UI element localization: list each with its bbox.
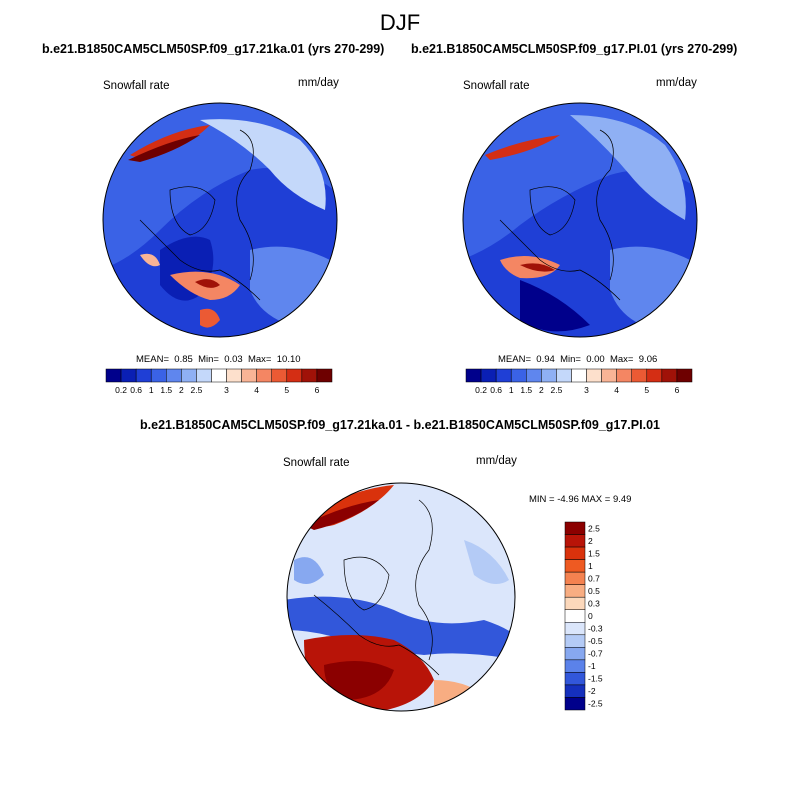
panel-2-colorbar-box bbox=[541, 368, 557, 383]
panel-3-map bbox=[286, 482, 516, 712]
panel-1-colorbar-tick-label: 4 bbox=[254, 385, 259, 395]
panel-2-colorbar-tick-label: 0.6 bbox=[490, 385, 502, 395]
panel-3-colorbar-box bbox=[564, 634, 586, 648]
panel-2-colorbar-tick-label: 2 bbox=[539, 385, 544, 395]
panel-3-colorbar-box bbox=[564, 659, 586, 673]
panel-3-colorbar-box bbox=[564, 584, 586, 598]
panel-1-colorbar-tick-label: 3 bbox=[224, 385, 229, 395]
panel-1-colorbar-tick-label: 1 bbox=[149, 385, 154, 395]
panel-1-colorbar-tick-label: 6 bbox=[315, 385, 320, 395]
panel-1-title: b.e21.B1850CAM5CLM50SP.f09_g17.21ka.01 (… bbox=[42, 42, 385, 56]
panel-3-colorbar-tick-label: -1 bbox=[588, 661, 596, 671]
panel-2-colorbar-tick-label: 2.5 bbox=[550, 385, 562, 395]
season-title: DJF bbox=[379, 10, 421, 35]
panel-1-map bbox=[102, 102, 338, 338]
panel-2-stats: MEAN= 0.94 Min= 0.00 Max= 9.06 bbox=[498, 354, 658, 365]
panel-3-colorbar-tick-label: 0 bbox=[588, 611, 593, 621]
panel-1-colorbar-box bbox=[226, 368, 242, 383]
difference-title: b.e21.B1850CAM5CLM50SP.f09_g17.21ka.01 -… bbox=[140, 418, 660, 432]
panel-1-colorbar-box bbox=[316, 368, 333, 383]
panel-1-colorbar-box bbox=[241, 368, 257, 383]
panel-3-colorbar-box bbox=[564, 559, 586, 573]
panel-3-colorbar-box bbox=[564, 521, 586, 535]
panel-2-colorbar-tick-label: 1 bbox=[509, 385, 514, 395]
panel-3-colorbar-box bbox=[564, 609, 586, 623]
panel-1-colorbar-box bbox=[271, 368, 288, 383]
panel-2-map bbox=[462, 102, 698, 338]
panel-1-colorbar-box bbox=[211, 368, 227, 383]
panel-1-colorbar-tick-label: 1.5 bbox=[160, 385, 172, 395]
panel-3-colorbar-tick-label: -2 bbox=[588, 686, 596, 696]
panel-2-colorbar-box bbox=[661, 368, 678, 383]
panel-2-colorbar-box bbox=[586, 368, 602, 383]
panel-3-colorbar-tick-label: -0.3 bbox=[588, 624, 603, 634]
panel-3-colorbar-tick-label: 2 bbox=[588, 536, 593, 546]
panel-2-colorbar-tick-label: 4 bbox=[614, 385, 619, 395]
panel-3-colorbar-box bbox=[564, 684, 586, 698]
panel-3-colorbar-tick-label: -1.5 bbox=[588, 674, 603, 684]
panel-2-colorbar-box bbox=[465, 368, 482, 383]
panel-1-colorbar-tick-label: 0.6 bbox=[130, 385, 142, 395]
panel-2-colorbar-tick-label: 0.2 bbox=[475, 385, 487, 395]
panel-1-colorbar-box bbox=[286, 368, 303, 383]
panel-1-colorbar-tick-label: 2 bbox=[179, 385, 184, 395]
panel-2-colorbar-box bbox=[495, 368, 512, 383]
panel-2-colorbar-box bbox=[601, 368, 617, 383]
panel-1-colorbar-box bbox=[150, 368, 167, 383]
panel-3-colorbar-box bbox=[564, 571, 586, 585]
panel-1-colorbar-box bbox=[120, 368, 137, 383]
panel-3-colorbar-tick-label: 0.5 bbox=[588, 586, 600, 596]
panel-3-units: mm/day bbox=[476, 455, 517, 467]
panel-1-colorbar-box bbox=[166, 368, 182, 383]
panel-3-colorbar-box bbox=[564, 672, 586, 686]
panel-2-colorbar-tick-label: 5 bbox=[644, 385, 649, 395]
panel-3-colorbar-tick-label: 1.5 bbox=[588, 548, 600, 558]
panel-3-colorbar-box bbox=[564, 546, 586, 560]
panel-1-stats: MEAN= 0.85 Min= 0.03 Max= 10.10 bbox=[136, 354, 301, 365]
panel-2-title: b.e21.B1850CAM5CLM50SP.f09_g17.PI.01 (yr… bbox=[411, 42, 738, 56]
panel-1-variable: Snowfall rate bbox=[103, 80, 170, 92]
panel-1-units: mm/day bbox=[298, 77, 339, 89]
panel-1-colorbar-tick-label: 0.2 bbox=[115, 385, 127, 395]
panel-3-colorbar-box bbox=[564, 534, 586, 548]
panel-3-colorbar-box bbox=[564, 697, 586, 711]
panel-1-colorbar-box bbox=[256, 368, 272, 383]
panel-3-colorbar-box bbox=[564, 596, 586, 610]
panel-2-colorbar: 0.2 0.6 1 1.5 2 2.5 3 4 5 6 bbox=[465, 368, 693, 395]
panel-1-colorbar-box bbox=[196, 368, 212, 383]
panel-2-colorbar-tick-label: 6 bbox=[675, 385, 680, 395]
panel-3-colorbar-tick-label: -0.5 bbox=[588, 636, 603, 646]
panel-1-colorbar-tick-label: 5 bbox=[284, 385, 289, 395]
panel-3-colorbar-tick-label: 0.3 bbox=[588, 598, 600, 608]
panel-2-colorbar-box bbox=[676, 368, 693, 383]
panel-3-colorbar-tick-label: -2.5 bbox=[588, 699, 603, 709]
panel-2-colorbar-box bbox=[631, 368, 648, 383]
panel-3-colorbar-tick-label: 0.7 bbox=[588, 573, 600, 583]
panel-2-variable: Snowfall rate bbox=[463, 80, 530, 92]
panel-2-colorbar-tick-label: 3 bbox=[584, 385, 589, 395]
panel-1-colorbar: 0.2 0.6 1 1.5 2 2.5 3 4 5 6 bbox=[105, 368, 333, 395]
panel-1-colorbar-box bbox=[301, 368, 318, 383]
panel-3-colorbar: 2.5 2 1.5 1 0.7 0.5 0.3 0 -0.3 -0.5 -0.7 -1 -1.5 -2 -2… bbox=[564, 521, 603, 711]
panel-3-colorbar-tick-label: 2.5 bbox=[588, 523, 600, 533]
panel-3-variable: Snowfall rate bbox=[283, 457, 350, 469]
panel-3-colorbar-box bbox=[564, 647, 586, 661]
panel-2-colorbar-box bbox=[571, 368, 587, 383]
panel-2-units: mm/day bbox=[656, 77, 697, 89]
panel-1-colorbar-box bbox=[105, 368, 122, 383]
panel-1-colorbar-box bbox=[135, 368, 152, 383]
panel-2-colorbar-box bbox=[526, 368, 542, 383]
panel-1-colorbar-tick-label: 2.5 bbox=[190, 385, 202, 395]
panel-2-colorbar-tick-label: 1.5 bbox=[520, 385, 532, 395]
panel-1-colorbar-box bbox=[181, 368, 197, 383]
panel-2-colorbar-box bbox=[510, 368, 527, 383]
panel-2-colorbar-box bbox=[616, 368, 632, 383]
panel-3-stats: MIN = -4.96 MAX = 9.49 bbox=[529, 494, 632, 505]
panel-2-colorbar-box bbox=[480, 368, 497, 383]
panel-3-colorbar-box bbox=[564, 622, 586, 636]
panel-3-colorbar-tick-label: -0.7 bbox=[588, 649, 603, 659]
panel-2-colorbar-box bbox=[646, 368, 663, 383]
panel-3-colorbar-tick-label: 1 bbox=[588, 561, 593, 571]
panel-2-colorbar-box bbox=[556, 368, 572, 383]
